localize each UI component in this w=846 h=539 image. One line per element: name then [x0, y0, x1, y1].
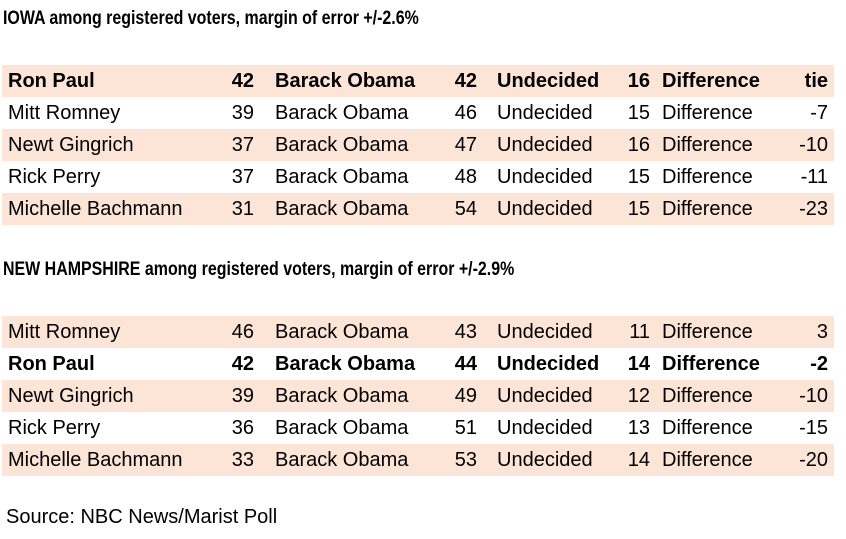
opponent-pct: 51 [454, 417, 477, 439]
undecided-label: Undecided [497, 385, 593, 407]
candidate-pct: 33 [231, 449, 254, 471]
undecided-label: Undecided [497, 102, 593, 124]
candidate-name: Mitt Romney [8, 102, 121, 124]
difference-value: 3 [816, 321, 828, 343]
new-hampshire-section-title: NEW HAMPSHIRE among registered voters, m… [3, 259, 515, 280]
candidate-pct: 42 [231, 70, 254, 92]
undecided-label: Undecided [497, 321, 593, 343]
table-row: Ron Paul 42 Barack Obama 42 Undecided 16… [2, 65, 834, 97]
new-hampshire-section: NEW HAMPSHIRE among registered voters, m… [0, 258, 846, 476]
undecided-label: Undecided [497, 198, 593, 220]
candidate-pct: 37 [231, 134, 254, 156]
candidate-pct: 39 [231, 385, 254, 407]
candidate-name: Mitt Romney [8, 321, 121, 343]
undecided-label: Undecided [497, 449, 593, 471]
iowa-poll-table: Ron Paul 42 Barack Obama 42 Undecided 16… [2, 65, 834, 225]
opponent-name: Barack Obama [275, 385, 409, 407]
difference-label: Difference [662, 102, 753, 124]
difference-label: Difference [662, 353, 760, 375]
opponent-pct: 43 [454, 321, 477, 343]
undecided-label: Undecided [497, 166, 593, 188]
table-row: Michelle Bachmann 33 Barack Obama 53 Und… [2, 444, 834, 476]
candidate-name: Rick Perry [8, 417, 101, 439]
opponent-name: Barack Obama [275, 166, 409, 188]
candidate-name: Newt Gingrich [8, 134, 134, 156]
table-row: Mitt Romney 39 Barack Obama 46 Undecided… [2, 97, 834, 129]
difference-value: -7 [810, 102, 828, 124]
opponent-pct: 54 [454, 198, 477, 220]
undecided-pct: 16 [627, 70, 650, 92]
candidate-name: Rick Perry [8, 166, 101, 188]
candidate-name: Newt Gingrich [8, 385, 134, 407]
opponent-pct: 42 [454, 70, 477, 92]
candidate-pct: 36 [231, 417, 254, 439]
difference-label: Difference [662, 385, 753, 407]
undecided-pct: 11 [629, 321, 650, 343]
candidate-pct: 42 [231, 353, 254, 375]
difference-label: Difference [662, 166, 753, 188]
difference-value: -10 [799, 134, 828, 156]
iowa-section: IOWA among registered voters, margin of … [0, 7, 846, 225]
undecided-label: Undecided [497, 417, 593, 439]
iowa-section-title: IOWA among registered voters, margin of … [3, 8, 419, 29]
opponent-name: Barack Obama [275, 70, 416, 92]
opponent-name: Barack Obama [275, 321, 409, 343]
difference-label: Difference [662, 70, 760, 92]
difference-value: -11 [800, 166, 828, 188]
opponent-name: Barack Obama [275, 449, 409, 471]
undecided-pct: 16 [627, 134, 650, 156]
opponent-name: Barack Obama [275, 417, 409, 439]
undecided-label: Undecided [497, 353, 600, 375]
undecided-label: Undecided [497, 70, 600, 92]
opponent-pct: 48 [454, 166, 477, 188]
difference-label: Difference [662, 134, 753, 156]
difference-value: -2 [810, 353, 828, 375]
difference-label: Difference [662, 198, 753, 220]
new-hampshire-poll-table: Mitt Romney 46 Barack Obama 43 Undecided… [2, 316, 834, 476]
difference-value: -20 [799, 449, 828, 471]
opponent-name: Barack Obama [275, 198, 409, 220]
candidate-name: Ron Paul [8, 353, 95, 375]
opponent-pct: 53 [454, 449, 477, 471]
opponent-pct: 47 [454, 134, 477, 156]
opponent-name: Barack Obama [275, 134, 409, 156]
undecided-pct: 14 [627, 353, 650, 375]
candidate-name: Ron Paul [8, 70, 95, 92]
difference-label: Difference [662, 321, 753, 343]
undecided-label: Undecided [497, 134, 593, 156]
opponent-name: Barack Obama [275, 353, 416, 375]
undecided-pct: 15 [627, 102, 650, 124]
opponent-pct: 44 [454, 353, 477, 375]
undecided-pct: 14 [627, 449, 650, 471]
table-row: Newt Gingrich 37 Barack Obama 47 Undecid… [2, 129, 834, 161]
candidate-pct: 31 [231, 198, 254, 220]
undecided-pct: 13 [627, 417, 650, 439]
table-row: Michelle Bachmann 31 Barack Obama 54 Und… [2, 193, 834, 225]
difference-value: -10 [799, 385, 828, 407]
table-row: Ron Paul 42 Barack Obama 44 Undecided 14… [2, 348, 834, 380]
table-row: Mitt Romney 46 Barack Obama 43 Undecided… [2, 316, 834, 348]
opponent-pct: 49 [454, 385, 477, 407]
difference-label: Difference [662, 449, 753, 471]
undecided-pct: 12 [627, 385, 650, 407]
candidate-pct: 46 [231, 321, 254, 343]
candidate-pct: 39 [231, 102, 254, 124]
opponent-pct: 46 [454, 102, 477, 124]
opponent-name: Barack Obama [275, 102, 409, 124]
candidate-pct: 37 [231, 166, 254, 188]
candidate-name: Michelle Bachmann [8, 449, 183, 471]
undecided-pct: 15 [627, 166, 650, 188]
table-row: Rick Perry 36 Barack Obama 51 Undecided … [2, 412, 834, 444]
table-row: Rick Perry 37 Barack Obama 48 Undecided … [2, 161, 834, 193]
source-credit: Source: NBC News/Marist Poll [6, 506, 278, 528]
difference-value: -15 [799, 417, 828, 439]
table-row: Newt Gingrich 39 Barack Obama 49 Undecid… [2, 380, 834, 412]
difference-label: Difference [662, 417, 753, 439]
difference-value: tie [804, 70, 828, 92]
difference-value: -23 [799, 198, 828, 220]
candidate-name: Michelle Bachmann [8, 198, 183, 220]
undecided-pct: 15 [627, 198, 650, 220]
